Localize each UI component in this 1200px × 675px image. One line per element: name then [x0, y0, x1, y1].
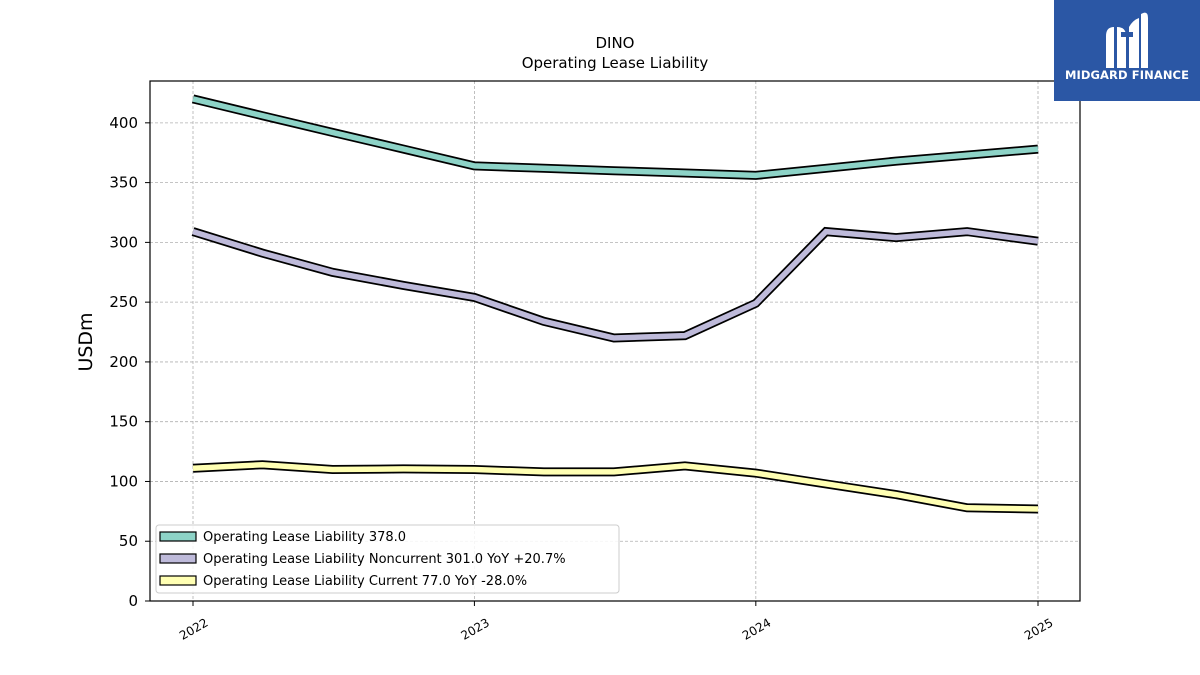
x-tick-label: 2022 [177, 615, 210, 642]
brand-logo: MIDGARD FINANCE [1054, 0, 1200, 101]
chart-subtitle: Operating Lease Liability [522, 54, 709, 72]
chart-title: DINO [595, 34, 634, 52]
legend-swatch-total [159, 531, 197, 542]
midgard-logo-icon [1106, 12, 1148, 69]
legend-swatch-noncurrent [159, 553, 197, 564]
series-line-2 [192, 461, 1039, 512]
y-tick-label: 200 [109, 353, 138, 371]
y-tick-label: 350 [109, 174, 138, 192]
y-axis-label: USDm [75, 312, 97, 371]
x-tick-label: 2024 [740, 615, 773, 642]
legend-label-total: Operating Lease Liability 378.0 [203, 530, 406, 545]
legend-frame [155, 524, 620, 594]
plot-frame [149, 80, 1081, 602]
y-tick-label: 300 [109, 233, 138, 251]
brand-name: MIDGARD FINANCE [1064, 68, 1190, 82]
series-line-0 [192, 96, 1039, 179]
legend-swatch-current [159, 575, 197, 586]
legend-label-noncurrent: Operating Lease Liability Noncurrent 301… [203, 552, 566, 567]
legend: Operating Lease Liability 378.0 Operatin… [155, 524, 620, 594]
x-tick-label: 2025 [1022, 615, 1055, 642]
y-tick-label: 50 [119, 532, 138, 550]
y-tick-label: 250 [109, 293, 138, 311]
series-outline-0 [191, 94, 1039, 180]
legend-label-current: Operating Lease Liability Current 77.0 Y… [203, 574, 527, 589]
y-tick-label: 400 [109, 114, 138, 132]
y-tick-label: 150 [109, 413, 138, 431]
series-outline-1 [191, 226, 1039, 343]
x-tick-label: 2023 [458, 615, 491, 642]
y-tick-label: 100 [109, 472, 138, 490]
series-line-1 [192, 228, 1039, 341]
series-lines [191, 94, 1039, 514]
y-tick-label: 0 [128, 592, 138, 610]
